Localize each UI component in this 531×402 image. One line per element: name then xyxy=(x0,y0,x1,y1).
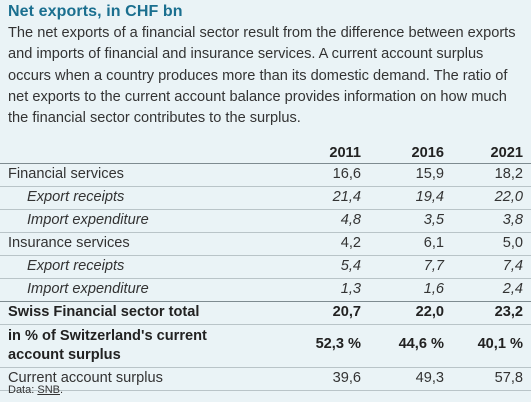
cell-2021: 57,8 xyxy=(494,370,523,386)
table-row-current-account-surplus: Current account surplus 39,6 49,3 57,8 xyxy=(0,368,531,391)
row-label: in % of Switzerland's current account su… xyxy=(8,328,207,363)
table-row-financial-export-receipts: Export receipts 21,4 19,4 22,0 xyxy=(0,187,531,210)
row-label: Financial services xyxy=(8,166,124,182)
row-label: Import expenditure xyxy=(27,212,149,228)
row-label: Insurance services xyxy=(8,235,130,251)
row-label: Export receipts xyxy=(27,189,125,205)
cell-2011: 1,3 xyxy=(340,281,361,297)
source-prefix: Data: xyxy=(8,384,38,396)
cell-2021: 18,2 xyxy=(494,166,523,182)
cell-2016: 49,3 xyxy=(415,370,444,386)
cell-2011: 5,4 xyxy=(340,258,361,274)
cell-2016: 1,6 xyxy=(423,281,444,297)
cell-2016: 15,9 xyxy=(415,166,444,182)
cell-2021: 2,4 xyxy=(502,281,523,297)
source-suffix: . xyxy=(59,384,64,396)
table-header-row: 2011 2016 2021 xyxy=(0,141,531,164)
cell-2011: 16,6 xyxy=(332,166,361,182)
column-header-2016: 2016 xyxy=(411,145,444,161)
table-row-percent-of-surplus: in % of Switzerland's current account su… xyxy=(0,325,531,368)
table-row-sector-total: Swiss Financial sector total 20,7 22,0 2… xyxy=(0,302,531,325)
cell-2011: 52,3 % xyxy=(315,336,361,352)
cell-2021: 22,0 xyxy=(494,189,523,205)
cell-2011: 4,8 xyxy=(340,212,361,228)
table-row-financial-services: Financial services 16,6 15,9 18,2 xyxy=(0,164,531,187)
column-header-2021: 2021 xyxy=(490,145,523,161)
cell-2021: 3,8 xyxy=(502,212,523,228)
row-label: Current account surplus xyxy=(8,370,163,386)
row-label: Swiss Financial sector total xyxy=(8,304,200,320)
cell-2016: 7,7 xyxy=(423,258,444,274)
column-header-2011: 2011 xyxy=(329,145,361,161)
cell-2021: 23,2 xyxy=(494,304,523,320)
panel-description: The net exports of a financial sector re… xyxy=(8,25,516,127)
cell-2011: 39,6 xyxy=(332,370,361,386)
cell-2016: 44,6 % xyxy=(398,336,444,352)
cell-2016: 22,0 xyxy=(415,304,444,320)
net-exports-table: 2011 2016 2021 Financial services 16,6 1… xyxy=(0,141,531,391)
table-row-insurance-import-expenditure: Import expenditure 1,3 1,6 2,4 xyxy=(0,279,531,302)
table-row-financial-import-expenditure: Import expenditure 4,8 3,5 3,8 xyxy=(0,210,531,233)
cell-2011: 21,4 xyxy=(332,189,361,205)
cell-2016: 19,4 xyxy=(415,189,444,205)
source-note: Data: SNB. xyxy=(8,384,63,396)
cell-2016: 6,1 xyxy=(423,235,444,251)
table-row-insurance-services: Insurance services 4,2 6,1 5,0 xyxy=(0,233,531,256)
cell-2021: 5,0 xyxy=(502,235,523,251)
source-link[interactable]: SNB xyxy=(37,384,60,396)
panel-title: Net exports, in CHF bn xyxy=(8,3,183,20)
row-label: Import expenditure xyxy=(27,281,149,297)
row-label: Export receipts xyxy=(27,258,125,274)
cell-2021: 7,4 xyxy=(502,258,523,274)
table-row-insurance-export-receipts: Export receipts 5,4 7,7 7,4 xyxy=(0,256,531,279)
cell-2016: 3,5 xyxy=(423,212,444,228)
cell-2011: 4,2 xyxy=(340,235,361,251)
cell-2011: 20,7 xyxy=(332,304,361,320)
cell-2021: 40,1 % xyxy=(477,336,523,352)
